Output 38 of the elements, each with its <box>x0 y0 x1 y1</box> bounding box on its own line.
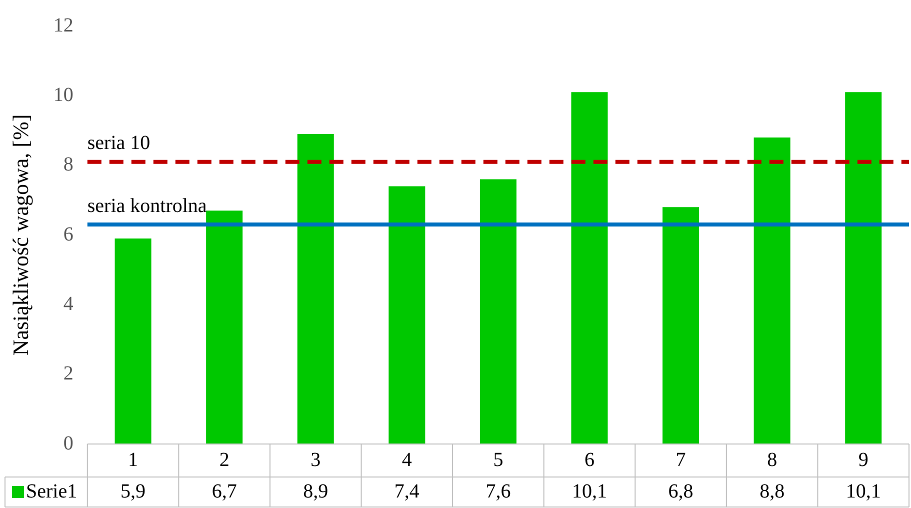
x-tick-label: 8 <box>767 448 778 471</box>
bar <box>571 92 608 444</box>
y-tick-label: 4 <box>63 292 74 315</box>
data-label: 8,9 <box>303 480 328 502</box>
data-label: 6,7 <box>212 480 237 502</box>
bar <box>114 238 152 444</box>
bar <box>388 186 426 444</box>
ref-line-label: seria 10 <box>87 132 150 154</box>
bar <box>206 210 243 444</box>
y-tick-label: 6 <box>63 223 74 246</box>
y-tick-label: 12 <box>53 14 74 36</box>
x-tick-label: 5 <box>493 448 504 471</box>
data-label: 10,1 <box>572 480 607 502</box>
bar <box>754 137 790 444</box>
legend-label: Serie1 <box>26 480 78 502</box>
x-tick-label: 3 <box>310 448 321 471</box>
x-tick-label: 2 <box>219 448 230 471</box>
data-label: 10,1 <box>846 480 881 502</box>
data-label: 6,8 <box>668 480 694 502</box>
bar <box>297 134 334 444</box>
x-tick-label: 4 <box>402 448 412 471</box>
bar <box>480 179 516 444</box>
y-tick-label: 2 <box>63 362 74 385</box>
y-tick-label: 10 <box>53 84 74 106</box>
x-tick-label: 7 <box>676 448 686 471</box>
data-label: 8,8 <box>760 480 785 502</box>
data-label: 5,9 <box>120 480 146 502</box>
y-axis-title: Nasiąkliwość wagowa, [%] <box>8 114 33 356</box>
bar <box>845 92 882 444</box>
y-tick-label: 0 <box>63 432 74 454</box>
x-tick-label: 9 <box>858 448 868 471</box>
x-tick-label: 6 <box>584 448 594 471</box>
ref-line-label: seria kontrolna <box>87 194 207 217</box>
bar <box>662 207 700 444</box>
y-tick-label: 8 <box>63 154 74 176</box>
data-label: 7,4 <box>394 480 420 502</box>
x-tick-label: 1 <box>128 448 138 471</box>
data-label: 7,6 <box>486 480 511 502</box>
